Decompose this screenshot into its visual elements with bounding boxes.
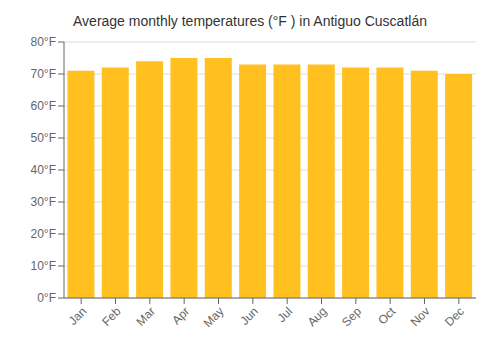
svg-text:40°F: 40°F: [31, 163, 56, 177]
svg-text:Apr: Apr: [169, 304, 192, 327]
svg-text:0°F: 0°F: [37, 291, 56, 305]
svg-text:80°F: 80°F: [31, 35, 56, 49]
svg-text:May: May: [201, 304, 227, 330]
svg-text:Jul: Jul: [275, 304, 296, 325]
svg-text:Mar: Mar: [133, 304, 158, 329]
svg-text:30°F: 30°F: [31, 195, 56, 209]
svg-text:Jun: Jun: [237, 304, 261, 328]
svg-text:60°F: 60°F: [31, 99, 56, 113]
svg-text:Jan: Jan: [66, 304, 90, 328]
svg-text:70°F: 70°F: [31, 67, 56, 81]
svg-text:Feb: Feb: [99, 304, 124, 329]
svg-text:Nov: Nov: [408, 304, 433, 329]
svg-text:10°F: 10°F: [31, 259, 56, 273]
svg-text:Sep: Sep: [339, 304, 364, 329]
svg-text:Oct: Oct: [375, 304, 399, 328]
svg-text:20°F: 20°F: [31, 227, 56, 241]
svg-text:Dec: Dec: [442, 304, 467, 329]
svg-text:Aug: Aug: [305, 304, 330, 329]
svg-text:50°F: 50°F: [31, 131, 56, 145]
html-text:Average monthly temperatures (: Average monthly temperatures (°F ) in An…: [73, 13, 427, 29]
